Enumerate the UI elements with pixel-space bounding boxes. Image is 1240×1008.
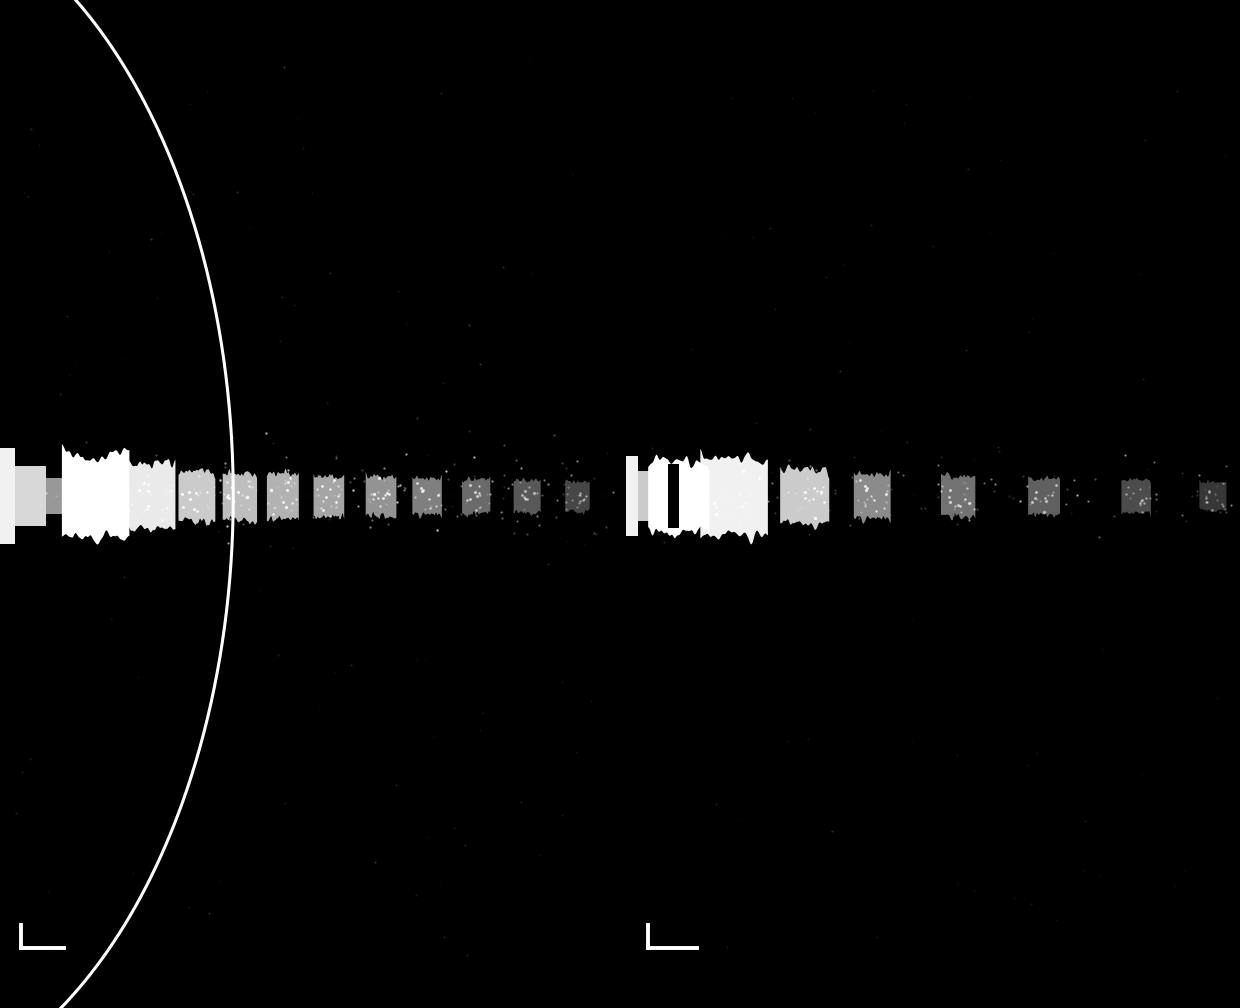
Bar [668,464,680,528]
